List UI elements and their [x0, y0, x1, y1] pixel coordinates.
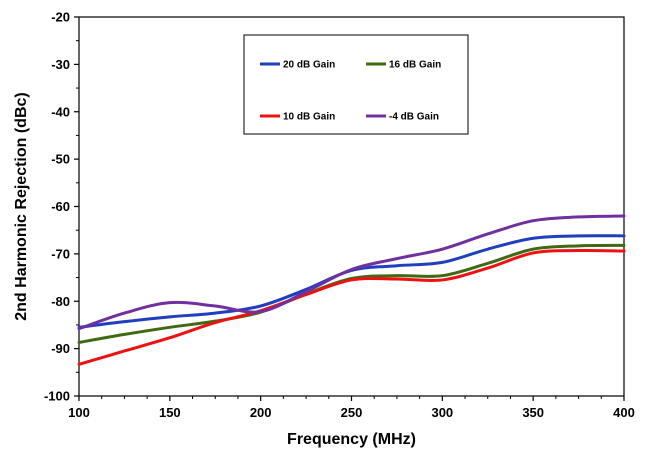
y-tick-label: -50: [51, 152, 70, 167]
y-tick-label: -30: [51, 57, 70, 72]
series-layer: [77, 214, 626, 366]
legend-label-16-db-gain: 16 dB Gain: [389, 60, 441, 71]
x-axis-title: Frequency (MHz): [287, 431, 416, 448]
x-tick-label: 150: [159, 405, 181, 420]
legend-label-10-db-gain: 10 dB Gain: [283, 112, 335, 123]
y-axis-title: 2nd Harmonic Rejection (dBc): [13, 92, 30, 320]
axis-ticks: -100 -90 -80 -70 -60 -50 -40 -30 -20 100 150 200 250…: [44, 10, 635, 421]
x-tick-label: 100: [68, 405, 90, 420]
y-tick-label: -20: [51, 10, 70, 25]
legend-box: [243, 34, 469, 135]
y-tick-label: -80: [51, 294, 70, 309]
x-tick-label: 400: [613, 405, 635, 420]
y-tick-label: -100: [44, 389, 70, 404]
series-line-16-db-gain: [77, 243, 626, 344]
x-tick-label: 350: [522, 405, 544, 420]
y-tick-label: -90: [51, 341, 70, 356]
series-line-4-db-gain: [77, 214, 626, 331]
legend: 20 dB Gain 16 dB Gain 10 dB Gain -4 dB Gain: [243, 34, 469, 135]
legend-label-20-db-gain: 20 dB Gain: [283, 60, 335, 71]
y-tick-label: -70: [51, 246, 70, 261]
y-tick-label: -40: [51, 104, 70, 119]
x-tick-label: 200: [250, 405, 272, 420]
y-tick-label: -60: [51, 199, 70, 214]
x-tick-label: 250: [341, 405, 363, 420]
legend-label-4-db-gain: -4 dB Gain: [389, 112, 439, 123]
series-line-20-db-gain: [77, 234, 626, 329]
x-tick-label: 300: [431, 405, 453, 420]
series-line-10-db-gain: [77, 248, 626, 366]
